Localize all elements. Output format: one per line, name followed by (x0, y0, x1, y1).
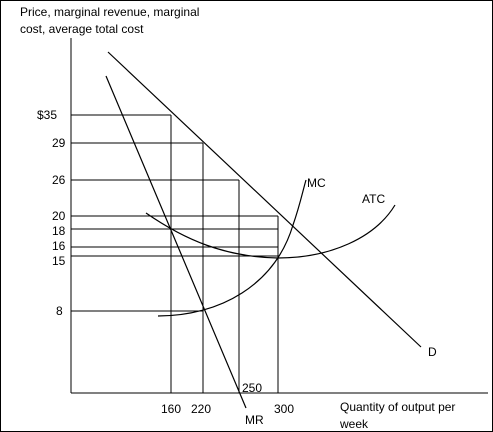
x-axis-title-line-1: Quantity of output per (340, 400, 455, 414)
marginal-revenue-curve (105, 75, 247, 409)
x-tick-160: 160 (161, 402, 181, 416)
marginal-cost-curve (157, 179, 307, 317)
y-tick-26: 26 (52, 173, 66, 187)
y-tick-8: 8 (56, 304, 63, 318)
x-tick-250: 250 (242, 381, 262, 395)
y-tick-18: 18 (52, 224, 66, 238)
x-axis-title-line-2: week (339, 417, 369, 431)
label-mc: MC (307, 176, 326, 190)
x-tick-300: 300 (274, 402, 294, 416)
label-d: D (428, 345, 437, 359)
y-axis-title-line-2: cost, average total cost (20, 22, 144, 36)
y-tick-20: 20 (52, 209, 66, 223)
y-axis-title-line-1: Price, marginal revenue, marginal (20, 5, 199, 19)
y-tick-35: $35 (37, 108, 57, 122)
y-tick-15: 15 (52, 254, 66, 268)
demand-curve (107, 51, 422, 348)
average-total-cost-curve (145, 204, 396, 259)
y-tick-16: 16 (52, 239, 66, 253)
x-tick-220: 220 (191, 402, 211, 416)
label-atc: ATC (362, 192, 385, 206)
y-tick-29: 29 (52, 136, 66, 150)
label-mr: MR (245, 413, 264, 427)
